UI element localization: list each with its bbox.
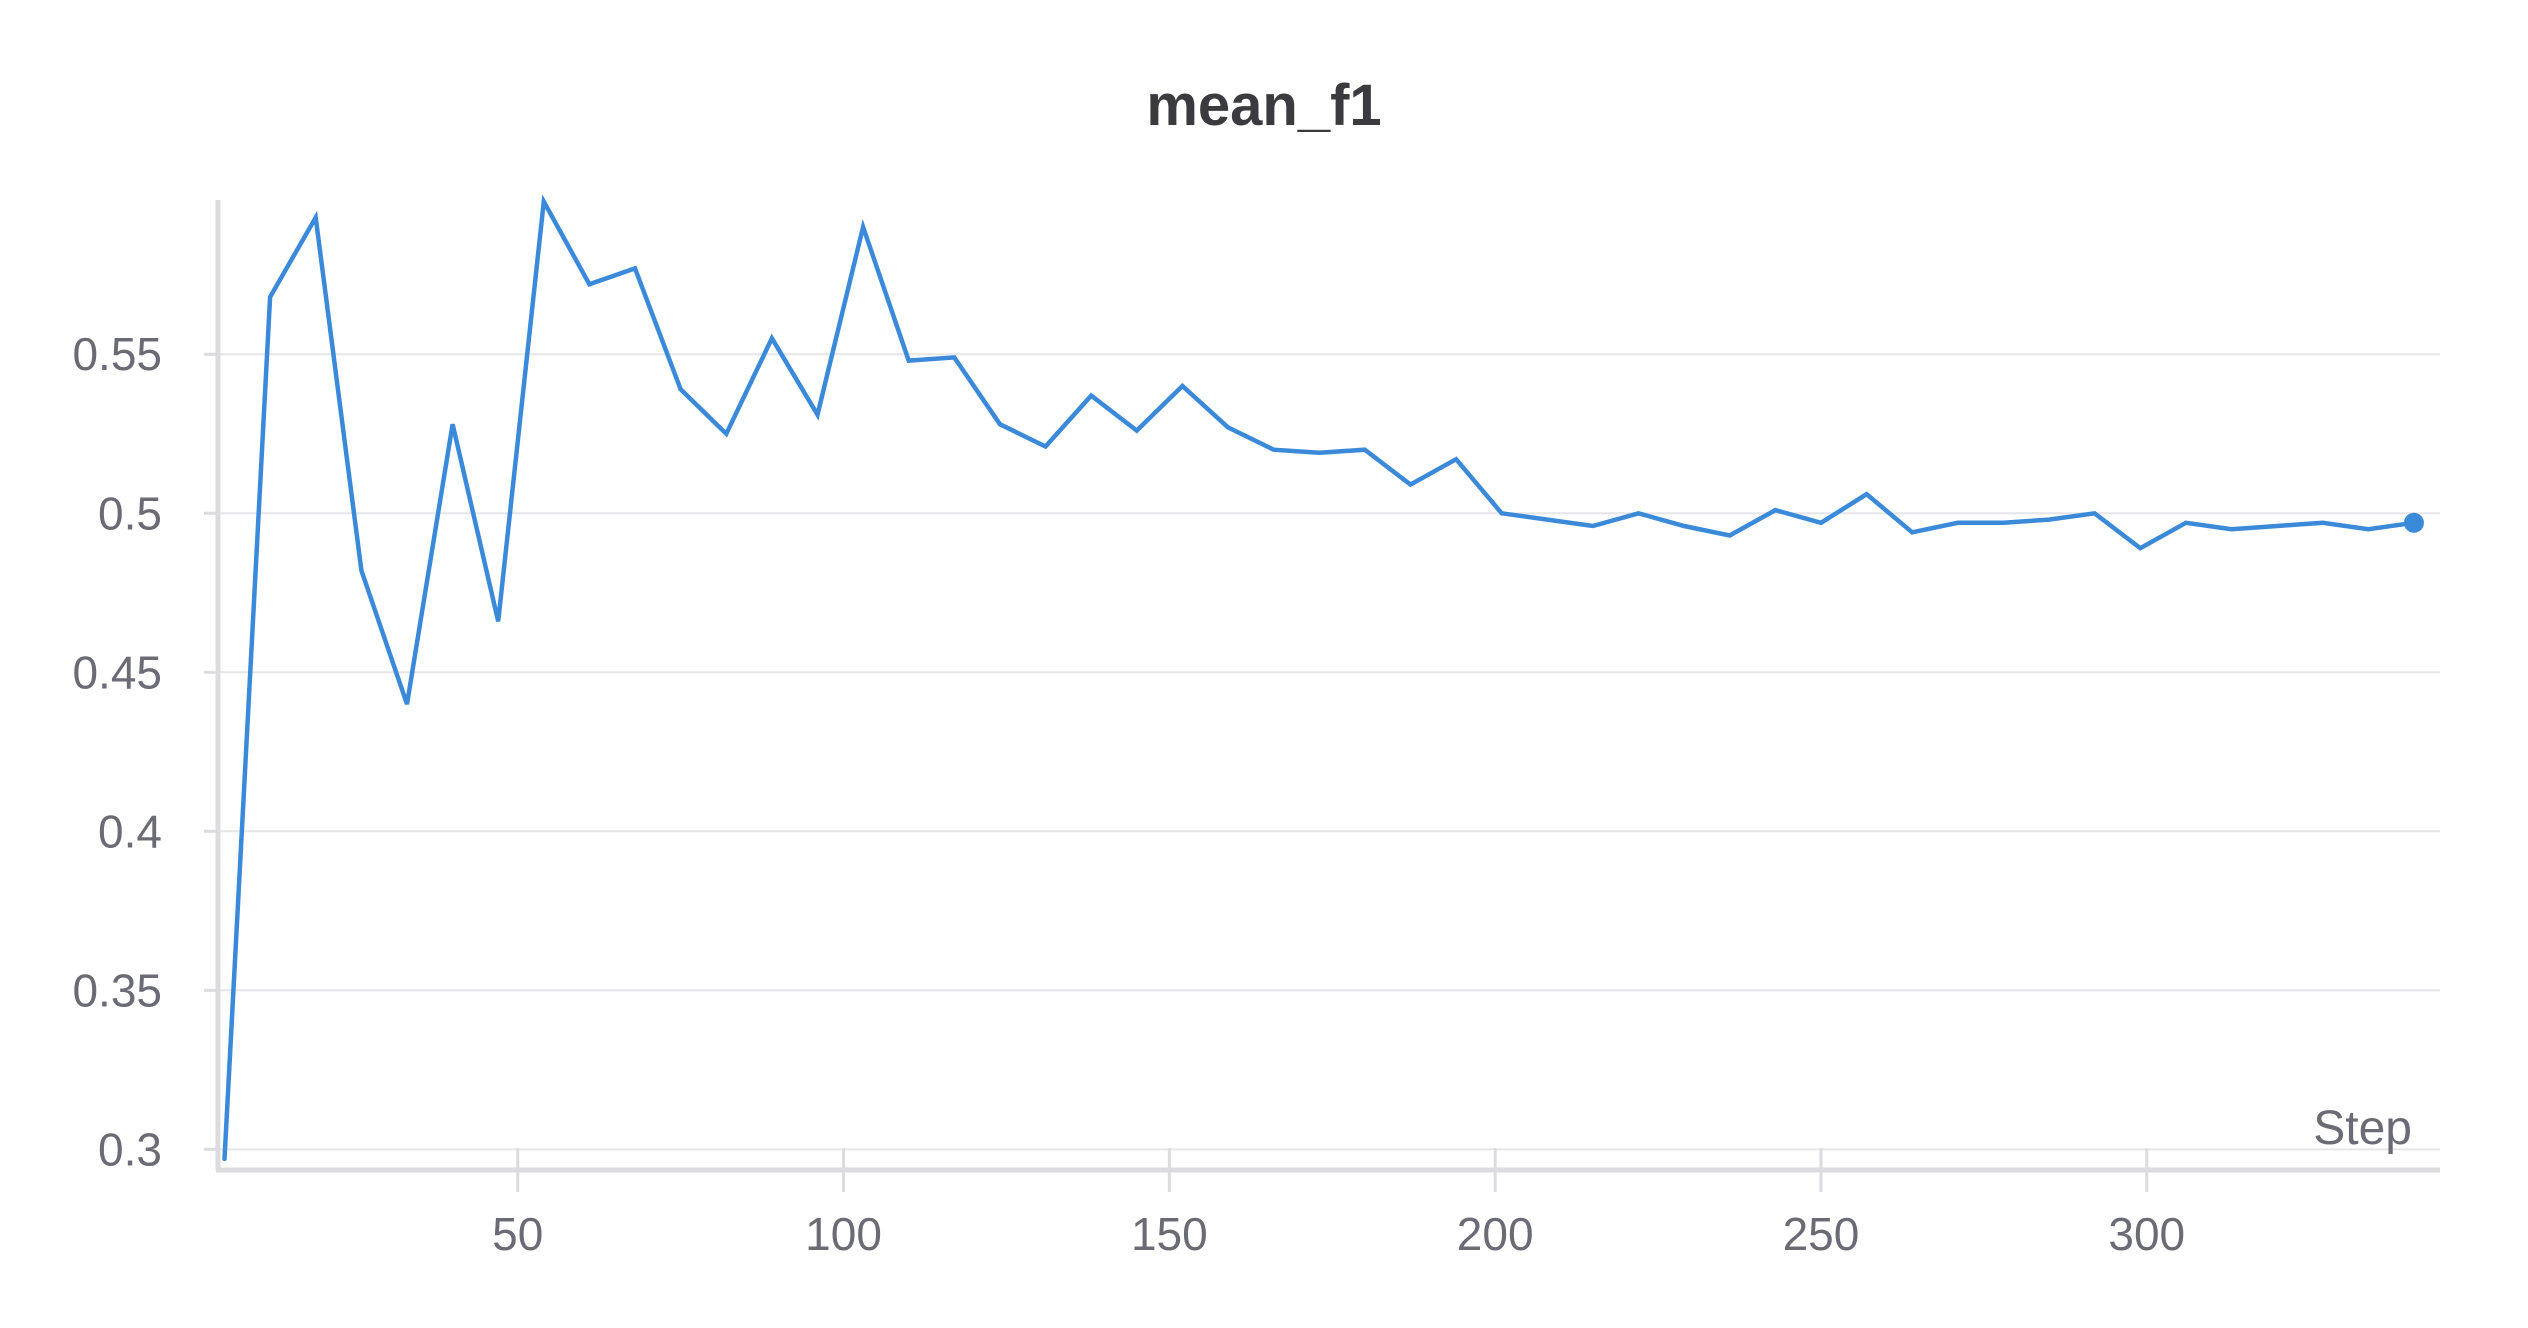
data-point[interactable] xyxy=(903,355,915,367)
data-point[interactable] xyxy=(1678,520,1690,532)
data-point[interactable] xyxy=(994,418,1006,430)
data-point[interactable] xyxy=(720,428,732,440)
data-point[interactable] xyxy=(401,698,413,710)
data-point[interactable] xyxy=(857,221,869,233)
data-point[interactable] xyxy=(1997,517,2009,529)
x-tick-label: 50 xyxy=(492,1208,543,1260)
data-point[interactable] xyxy=(1085,390,1097,402)
y-tick-label: 0.45 xyxy=(72,646,162,698)
data-point[interactable] xyxy=(1176,380,1188,392)
y-tick-label: 0.35 xyxy=(72,964,162,1016)
axes xyxy=(215,200,2440,1173)
data-point[interactable] xyxy=(447,418,459,430)
data-point[interactable] xyxy=(1815,517,1827,529)
data-point[interactable] xyxy=(219,1153,231,1165)
y-axis-ticks: 0.3 0.35 0.4 0.45 0.5 0.55 xyxy=(72,328,218,1175)
data-point[interactable] xyxy=(2271,520,2283,532)
x-tick-label: 200 xyxy=(1457,1208,1534,1260)
data-point[interactable] xyxy=(1861,488,1873,500)
x-tick-label: 100 xyxy=(805,1208,882,1260)
data-point[interactable] xyxy=(766,332,778,344)
data-point[interactable] xyxy=(1541,514,1553,526)
series-layer xyxy=(219,194,2424,1165)
data-point[interactable] xyxy=(1587,520,1599,532)
x-tick-label: 250 xyxy=(1783,1208,1860,1260)
data-point[interactable] xyxy=(948,351,960,363)
data-point[interactable] xyxy=(1633,507,1645,519)
data-point[interactable] xyxy=(2180,517,2192,529)
data-point[interactable] xyxy=(1724,530,1736,542)
data-point[interactable] xyxy=(1769,504,1781,516)
data-point[interactable] xyxy=(264,291,276,303)
data-point[interactable] xyxy=(1906,526,1918,538)
data-point[interactable] xyxy=(1952,517,1964,529)
data-point[interactable] xyxy=(1313,447,1325,459)
data-point[interactable] xyxy=(2225,523,2237,535)
data-point[interactable] xyxy=(2362,523,2374,535)
data-point[interactable] xyxy=(1496,507,1508,519)
y-tick-label: 0.55 xyxy=(72,328,162,380)
data-point[interactable] xyxy=(1404,479,1416,491)
data-point[interactable] xyxy=(310,211,322,223)
data-point[interactable] xyxy=(2134,542,2146,554)
data-point[interactable] xyxy=(629,262,641,274)
data-point[interactable] xyxy=(811,409,823,421)
data-point[interactable] xyxy=(492,615,504,627)
data-point[interactable] xyxy=(583,278,595,290)
last-point-marker[interactable] xyxy=(2403,512,2424,533)
x-axis-title: Step xyxy=(2313,1102,2412,1155)
data-point[interactable] xyxy=(675,383,687,395)
y-tick-label: 0.5 xyxy=(98,487,162,539)
data-point[interactable] xyxy=(1450,453,1462,465)
x-tick-label: 150 xyxy=(1131,1208,1208,1260)
data-point[interactable] xyxy=(2043,514,2055,526)
data-point[interactable] xyxy=(2089,507,2101,519)
grid-lines xyxy=(218,353,2440,1151)
x-axis-ticks: 50 100 150 200 250 300 xyxy=(492,1148,2185,1260)
data-point[interactable] xyxy=(2317,517,2329,529)
chart-title: mean_f1 xyxy=(1146,73,1382,138)
data-point[interactable] xyxy=(1359,444,1371,456)
x-tick-label: 300 xyxy=(2108,1208,2185,1260)
series-line-mean_f1 xyxy=(222,194,2417,1162)
data-point[interactable] xyxy=(1222,421,1234,433)
data-point[interactable] xyxy=(1131,425,1143,437)
data-point[interactable] xyxy=(1040,440,1052,452)
y-tick-label: 0.4 xyxy=(98,805,162,857)
data-point[interactable] xyxy=(1268,444,1280,456)
y-tick-label: 0.3 xyxy=(98,1123,162,1175)
data-point[interactable] xyxy=(355,565,367,577)
data-point[interactable] xyxy=(538,196,550,208)
